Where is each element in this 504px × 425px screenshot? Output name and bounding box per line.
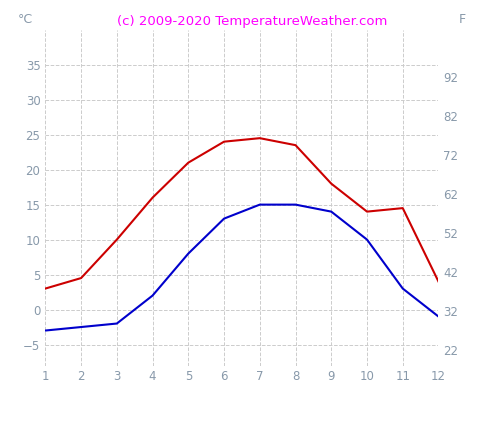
Text: (c) 2009-2020 TemperatureWeather.com: (c) 2009-2020 TemperatureWeather.com xyxy=(117,15,387,28)
Text: F: F xyxy=(459,14,466,26)
Text: °C: °C xyxy=(18,14,33,26)
